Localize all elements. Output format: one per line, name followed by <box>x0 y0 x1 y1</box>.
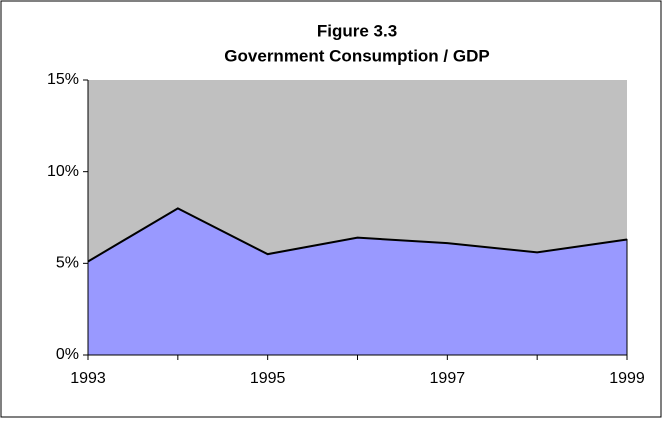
chart-title: Figure 3.3 <box>317 21 397 40</box>
y-tick-label: 10% <box>47 163 79 180</box>
x-tick-label: 1999 <box>609 370 645 387</box>
y-tick-label: 15% <box>47 71 79 88</box>
y-tick-label: 0% <box>56 346 79 363</box>
x-tick-label: 1993 <box>70 370 106 387</box>
y-tick-label: 5% <box>56 255 79 272</box>
x-tick-label: 1997 <box>430 370 466 387</box>
x-tick-label: 1995 <box>250 370 286 387</box>
line <box>87 207 628 263</box>
chart-subtitle: Government Consumption / GDP <box>224 46 489 65</box>
